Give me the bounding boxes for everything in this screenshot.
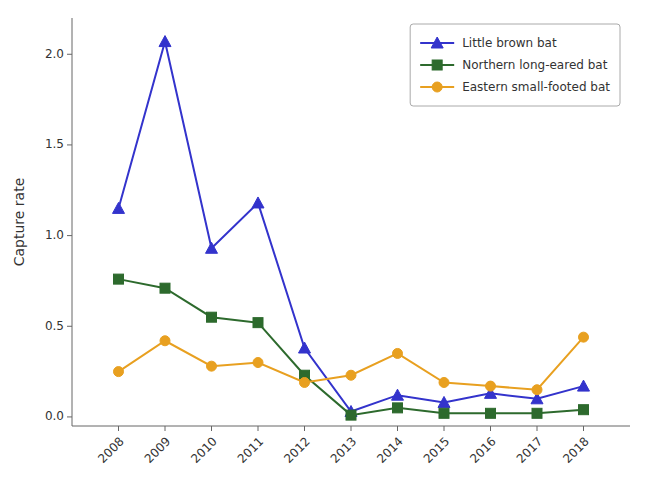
series-marker [300,377,310,387]
x-tick [351,426,352,431]
series-marker [439,408,449,418]
series-line [119,337,584,390]
chart-container: 0.0 0.5 1.0 1.5 2.0 2008 2009 2010 2011 2012 2013 2… [0,0,650,488]
x-tick-label: 2010 [188,434,219,465]
x-tick [444,426,445,431]
x-tick-label: 2016 [467,434,498,465]
series-marker [439,377,449,387]
x-tick [583,426,584,431]
x-tick-label: 2014 [374,434,405,465]
series-marker [578,380,590,391]
y-tick [67,416,72,417]
x-tick-label: 2009 [142,434,173,465]
x-tick-label: 2013 [328,434,359,465]
series-marker [160,336,170,346]
series-marker [206,242,218,253]
series-marker [532,385,542,395]
legend-label: Eastern small-footed bat [462,80,610,94]
y-tick-label: 2.0 [45,47,64,61]
x-tick [211,426,212,431]
y-tick-label: 1.0 [45,228,64,242]
legend-label: Northern long-eared bat [462,58,608,72]
legend-frame [410,24,620,106]
series-line [119,279,584,415]
series-marker [207,361,217,371]
x-tick-label: 2011 [235,434,266,465]
y-tick-label: 1.5 [45,137,64,151]
legend-marker [432,60,442,70]
x-tick-label: 2017 [514,434,545,465]
x-tick [118,426,119,431]
series-marker [346,410,356,420]
x-tick [258,426,259,431]
series-marker [579,405,589,415]
x-tick-label: 2018 [560,434,591,465]
series-marker [486,381,496,391]
series-marker [160,283,170,293]
series-marker [114,367,124,377]
series-marker [253,358,263,368]
chart-svg: 0.0 0.5 1.0 1.5 2.0 2008 2009 2010 2011 2012 2013 2… [0,0,650,488]
series-marker [207,312,217,322]
series-marker [393,348,403,358]
series-marker [114,274,124,284]
series-marker [579,332,589,342]
series-marker [438,396,450,407]
y-tick-label: 0.5 [45,319,64,333]
series-marker [159,36,171,47]
series-marker [392,389,404,400]
y-tick-label: 0.0 [45,409,64,423]
x-tick-label: 2015 [421,434,452,465]
y-tick [67,326,72,327]
y-axis-label: Capture rate [11,178,27,267]
series-marker [393,403,403,413]
series-marker [346,370,356,380]
legend: Little brown bat Northern long-eared bat E… [410,24,620,106]
x-tick [397,426,398,431]
y-axis-line [72,18,73,426]
legend-marker [432,82,442,92]
x-tick-label: 2012 [281,434,312,465]
x-tick [490,426,491,431]
y-tick [67,54,72,55]
series-marker [252,197,264,208]
legend-marker [431,37,443,48]
legend-label: Little brown bat [462,36,557,50]
series-marker [113,202,125,213]
y-tick [67,144,72,145]
series-marker [532,408,542,418]
series-marker [299,342,311,353]
x-tick [537,426,538,431]
x-tick [165,426,166,431]
series-marker [486,408,496,418]
x-tick-label: 2008 [95,434,126,465]
y-tick [67,235,72,236]
series-marker [253,318,263,328]
x-tick [304,426,305,431]
